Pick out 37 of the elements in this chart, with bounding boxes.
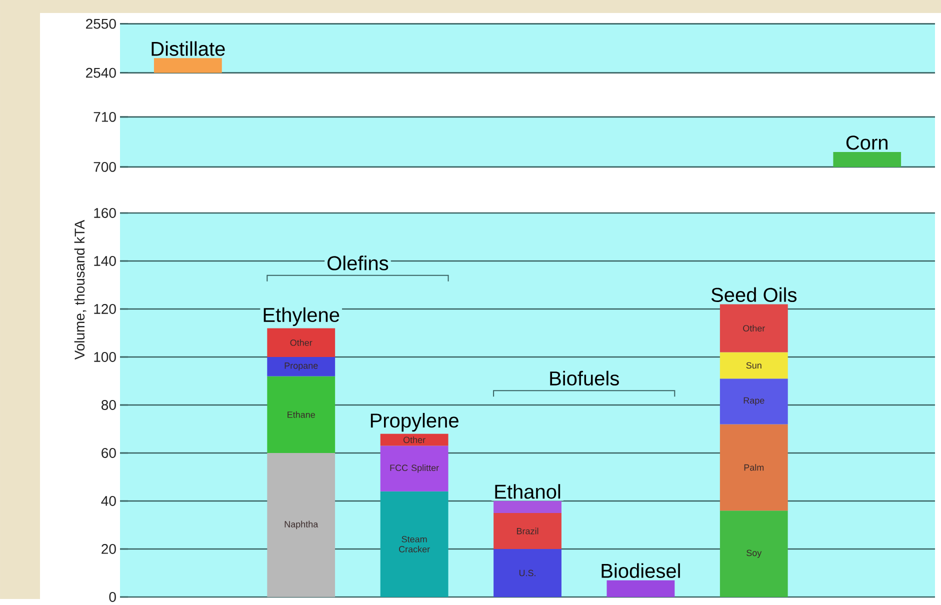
series-label: Rape xyxy=(744,397,764,406)
series-label: U.S. xyxy=(519,570,536,576)
series-label: Sun xyxy=(746,362,762,368)
y-tick-label: 2550 xyxy=(86,18,116,29)
series-label: Palm xyxy=(744,464,764,471)
y-tick-label: 710 xyxy=(94,112,116,122)
series-label: Steam Cracker xyxy=(399,536,430,552)
y-tick-label: 0 xyxy=(109,592,116,602)
x-tick-label: Seed Oils xyxy=(711,287,796,302)
y-tick-label: 100 xyxy=(94,352,116,362)
y-tick-label: 160 xyxy=(94,208,116,218)
series-label: FCC Splitter xyxy=(390,464,439,473)
x-tick-label: Ethylene xyxy=(264,307,340,326)
x-tick-label: Ethanol xyxy=(495,484,560,499)
y-tick-label: 700 xyxy=(94,162,116,172)
x-tick-label: Biodiesel xyxy=(602,563,680,578)
x-tick-label: Propylene xyxy=(370,412,458,432)
annotation: Olefins xyxy=(328,255,388,270)
y-tick-label: 120 xyxy=(94,304,116,314)
series-label: Soy xyxy=(746,550,762,558)
series-label: Propane xyxy=(284,362,318,370)
y-tick-label: 60 xyxy=(102,448,116,458)
series-label: Other xyxy=(743,324,766,332)
annotation: Biofuels xyxy=(550,370,619,386)
series-label: Ethane xyxy=(288,411,315,418)
y-tick-label: 20 xyxy=(102,544,116,554)
y-tick-label: 2540 xyxy=(86,68,116,78)
y-tick-label: 80 xyxy=(102,400,116,410)
x-tick-label: Corn xyxy=(846,135,888,150)
series-label: Other xyxy=(403,436,426,443)
series-label: Naphtha xyxy=(284,520,318,530)
series-label: Brazil xyxy=(516,528,538,534)
y-tick-label: 40 xyxy=(101,496,116,506)
y-tick-label: 140 xyxy=(94,256,116,266)
y-axis-title: Volume, thousand kTA xyxy=(74,220,86,360)
series-label: Other xyxy=(290,339,312,346)
x-tick-label: Distillate xyxy=(152,41,225,56)
